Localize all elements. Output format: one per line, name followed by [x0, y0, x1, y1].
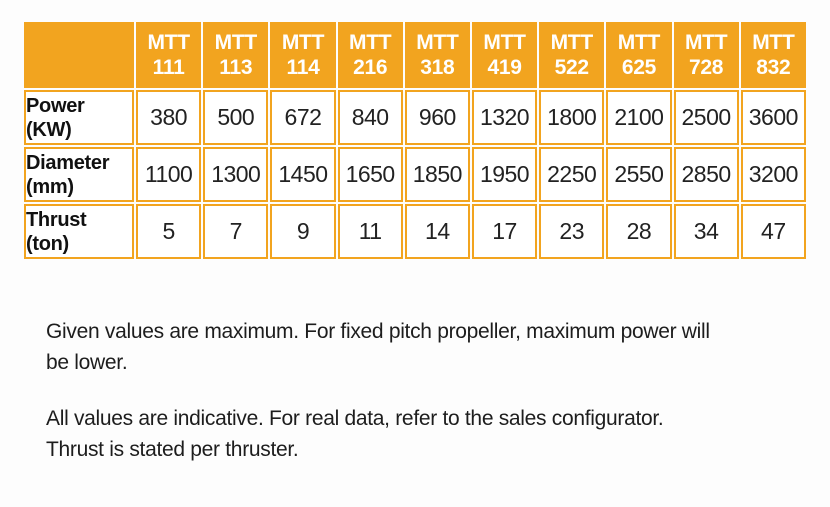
- row-label-text: Power: [26, 94, 85, 117]
- row-label-power: Power (KW): [24, 90, 134, 145]
- column-header-model: 111: [152, 56, 185, 79]
- column-header-model: 419: [487, 56, 522, 79]
- column-header-prefix: MTT: [349, 31, 392, 54]
- table-body: Power (KW) 380 500 672 840 960 1320 1800 2100 2500…: [24, 90, 806, 259]
- column-header-prefix: MTT: [416, 31, 459, 54]
- column-header-model: 318: [420, 56, 455, 79]
- cell-diameter-mtt-114: 1450: [270, 147, 336, 202]
- table-row-thrust: Thrust (ton) 5 7 9 11 14 17 23 28 34 47: [24, 204, 806, 259]
- column-header-mtt-832: MTT 832: [740, 22, 806, 88]
- table-row-power: Power (KW) 380 500 672 840 960 1320 1800 2100 2500…: [24, 90, 806, 145]
- column-header-model: 113: [219, 56, 253, 79]
- column-header-mtt-419: MTT 419: [471, 22, 538, 88]
- cell-power-mtt-114: 672: [270, 90, 336, 145]
- column-header-prefix: MTT: [617, 31, 661, 54]
- column-header-model: 728: [689, 56, 724, 79]
- column-header-mtt-522: MTT 522: [539, 22, 605, 88]
- column-header-model: 832: [756, 56, 791, 79]
- cell-diameter-mtt-832: 3200: [740, 147, 806, 202]
- corner-cell: [24, 22, 134, 88]
- cell-power-mtt-419: 1320: [471, 90, 538, 145]
- row-label-text: Thrust: [26, 208, 87, 231]
- cell-diameter-mtt-419: 1950: [471, 147, 538, 202]
- column-header-prefix: MTT: [550, 31, 594, 54]
- cell-diameter-mtt-216: 1650: [337, 147, 403, 202]
- column-header-mtt-318: MTT 318: [404, 22, 470, 88]
- cell-thrust-mtt-113: 7: [203, 204, 269, 259]
- column-header-prefix: MTT: [752, 31, 795, 54]
- column-header-model: 114: [286, 56, 320, 79]
- column-header-prefix: MTT: [147, 31, 190, 54]
- column-header-mtt-216: MTT 216: [337, 22, 403, 88]
- row-label-text: Diameter: [26, 151, 110, 174]
- cell-thrust-mtt-111: 5: [136, 204, 202, 259]
- cell-diameter-mtt-318: 1850: [404, 147, 470, 202]
- cell-power-mtt-113: 500: [203, 90, 269, 145]
- cell-power-mtt-522: 1800: [539, 90, 605, 145]
- column-header-prefix: MTT: [684, 31, 728, 54]
- column-header-model: 522: [554, 56, 589, 79]
- row-label-unit: (ton): [26, 232, 69, 255]
- table-row-diameter: Diameter (mm) 1100 1300 1450 1650 1850 1950 2250…: [24, 147, 806, 202]
- cell-diameter-mtt-522: 2250: [539, 147, 605, 202]
- cell-power-mtt-111: 380: [136, 90, 202, 145]
- column-header-model: 216: [353, 56, 388, 79]
- row-label-diameter: Diameter (mm): [24, 147, 134, 202]
- cell-thrust-mtt-419: 17: [471, 204, 538, 259]
- column-header-model: 625: [621, 56, 656, 79]
- column-header-prefix: MTT: [214, 31, 258, 54]
- cell-diameter-mtt-111: 1100: [136, 147, 202, 202]
- cell-thrust-mtt-216: 11: [337, 204, 403, 259]
- cell-power-mtt-216: 840: [337, 90, 403, 145]
- column-header-prefix: MTT: [483, 31, 526, 54]
- column-header-mtt-111: MTT 111: [136, 22, 202, 88]
- column-header-mtt-114: MTT 114: [270, 22, 336, 88]
- cell-diameter-mtt-728: 2850: [673, 147, 739, 202]
- note-indicative-values: All values are indicative. For real data…: [46, 407, 664, 461]
- thruster-spec-table: MTT 111 MTT 113 MTT 114 MTT 216 MTT 318 MTT 419 MTT 5…: [22, 20, 808, 261]
- row-label-unit: (mm): [26, 175, 74, 198]
- row-label-thrust: Thrust (ton): [24, 204, 134, 259]
- cell-thrust-mtt-625: 28: [606, 204, 672, 259]
- cell-thrust-mtt-318: 14: [404, 204, 470, 259]
- column-header-mtt-728: MTT 728: [673, 22, 739, 88]
- cell-thrust-mtt-832: 47: [740, 204, 806, 259]
- cell-thrust-mtt-114: 9: [270, 204, 336, 259]
- column-header-mtt-113: MTT 113: [203, 22, 269, 88]
- row-label-unit: (KW): [26, 118, 72, 141]
- cell-diameter-mtt-625: 2550: [606, 147, 672, 202]
- note-fixed-pitch: Given values are maximum. For fixed pitc…: [46, 320, 710, 374]
- table-header-row: MTT 111 MTT 113 MTT 114 MTT 216 MTT 318 MTT 419 MTT 5…: [24, 22, 806, 88]
- column-header-prefix: MTT: [281, 31, 325, 54]
- cell-thrust-mtt-728: 34: [673, 204, 739, 259]
- cell-power-mtt-318: 960: [404, 90, 470, 145]
- cell-power-mtt-832: 3600: [740, 90, 806, 145]
- cell-power-mtt-625: 2100: [606, 90, 672, 145]
- cell-power-mtt-728: 2500: [673, 90, 739, 145]
- cell-thrust-mtt-522: 23: [539, 204, 605, 259]
- column-header-mtt-625: MTT 625: [606, 22, 672, 88]
- cell-diameter-mtt-113: 1300: [203, 147, 269, 202]
